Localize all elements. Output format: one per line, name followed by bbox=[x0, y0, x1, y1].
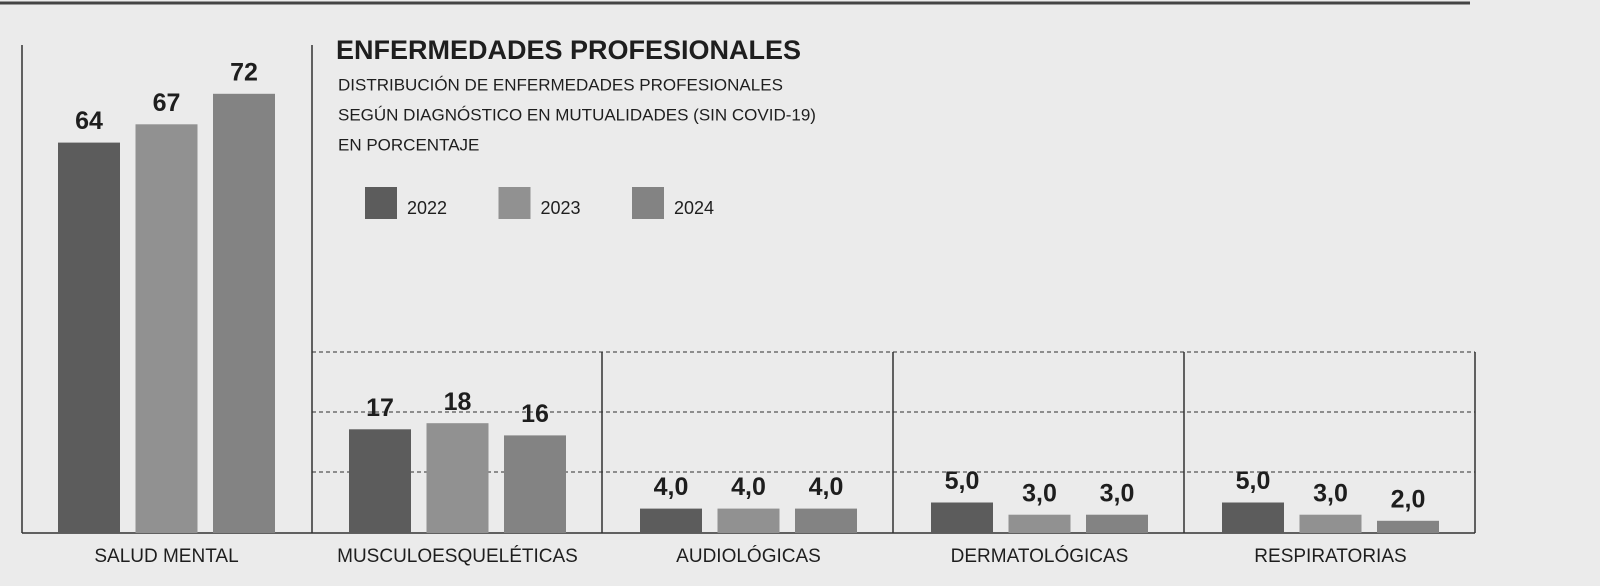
value-label: 64 bbox=[75, 107, 103, 135]
legend-swatch bbox=[498, 187, 531, 219]
bar bbox=[931, 502, 993, 533]
subtitle: EN PORCENTAJE bbox=[338, 135, 479, 154]
bar bbox=[1008, 514, 1071, 533]
bar bbox=[717, 508, 780, 533]
subtitle: SEGÚN DIAGNÓSTICO EN MUTUALIDADES (SIN C… bbox=[338, 105, 816, 124]
bar bbox=[349, 429, 411, 533]
x-tick-label: DERMATOLÓGICAS bbox=[951, 545, 1129, 567]
bar bbox=[640, 508, 702, 533]
x-tick-label: SALUD MENTAL bbox=[94, 546, 238, 567]
legend-swatch bbox=[365, 187, 397, 219]
value-label: 67 bbox=[153, 89, 181, 117]
value-label: 4,0 bbox=[654, 473, 689, 501]
legend-label: 2022 bbox=[407, 198, 447, 218]
bar bbox=[1299, 514, 1362, 533]
bar bbox=[1377, 520, 1439, 533]
bar bbox=[504, 435, 566, 533]
bar bbox=[213, 93, 275, 534]
x-tick-label: RESPIRATORIAS bbox=[1254, 546, 1406, 567]
bar bbox=[426, 423, 489, 533]
legend-label: 2023 bbox=[541, 198, 581, 218]
value-label: 2,0 bbox=[1391, 485, 1426, 513]
legend-swatch bbox=[632, 187, 664, 219]
subtitle: DISTRIBUCIÓN DE ENFERMEDADES PROFESIONAL… bbox=[338, 75, 783, 94]
chart-title: ENFERMEDADES PROFESIONALES bbox=[336, 35, 801, 65]
bar bbox=[795, 508, 857, 533]
value-label: 16 bbox=[521, 400, 549, 428]
legend-label: 2024 bbox=[674, 198, 714, 218]
bar bbox=[1222, 502, 1284, 533]
value-label: 18 bbox=[444, 388, 472, 416]
bar bbox=[58, 142, 120, 533]
value-label: 4,0 bbox=[731, 473, 766, 501]
value-label: 17 bbox=[366, 394, 394, 422]
value-label: 5,0 bbox=[1236, 467, 1271, 495]
value-label: 3,0 bbox=[1313, 479, 1348, 507]
bar bbox=[1086, 514, 1148, 533]
value-label: 5,0 bbox=[945, 467, 980, 495]
value-label: 4,0 bbox=[809, 473, 844, 501]
value-label: 3,0 bbox=[1022, 479, 1057, 507]
value-label: 3,0 bbox=[1100, 479, 1135, 507]
value-label: 72 bbox=[230, 58, 258, 86]
bar bbox=[135, 124, 198, 534]
x-tick-label: AUDIOLÓGICAS bbox=[676, 545, 821, 567]
x-tick-label: MUSCULOESQUELÉTICAS bbox=[337, 546, 578, 567]
